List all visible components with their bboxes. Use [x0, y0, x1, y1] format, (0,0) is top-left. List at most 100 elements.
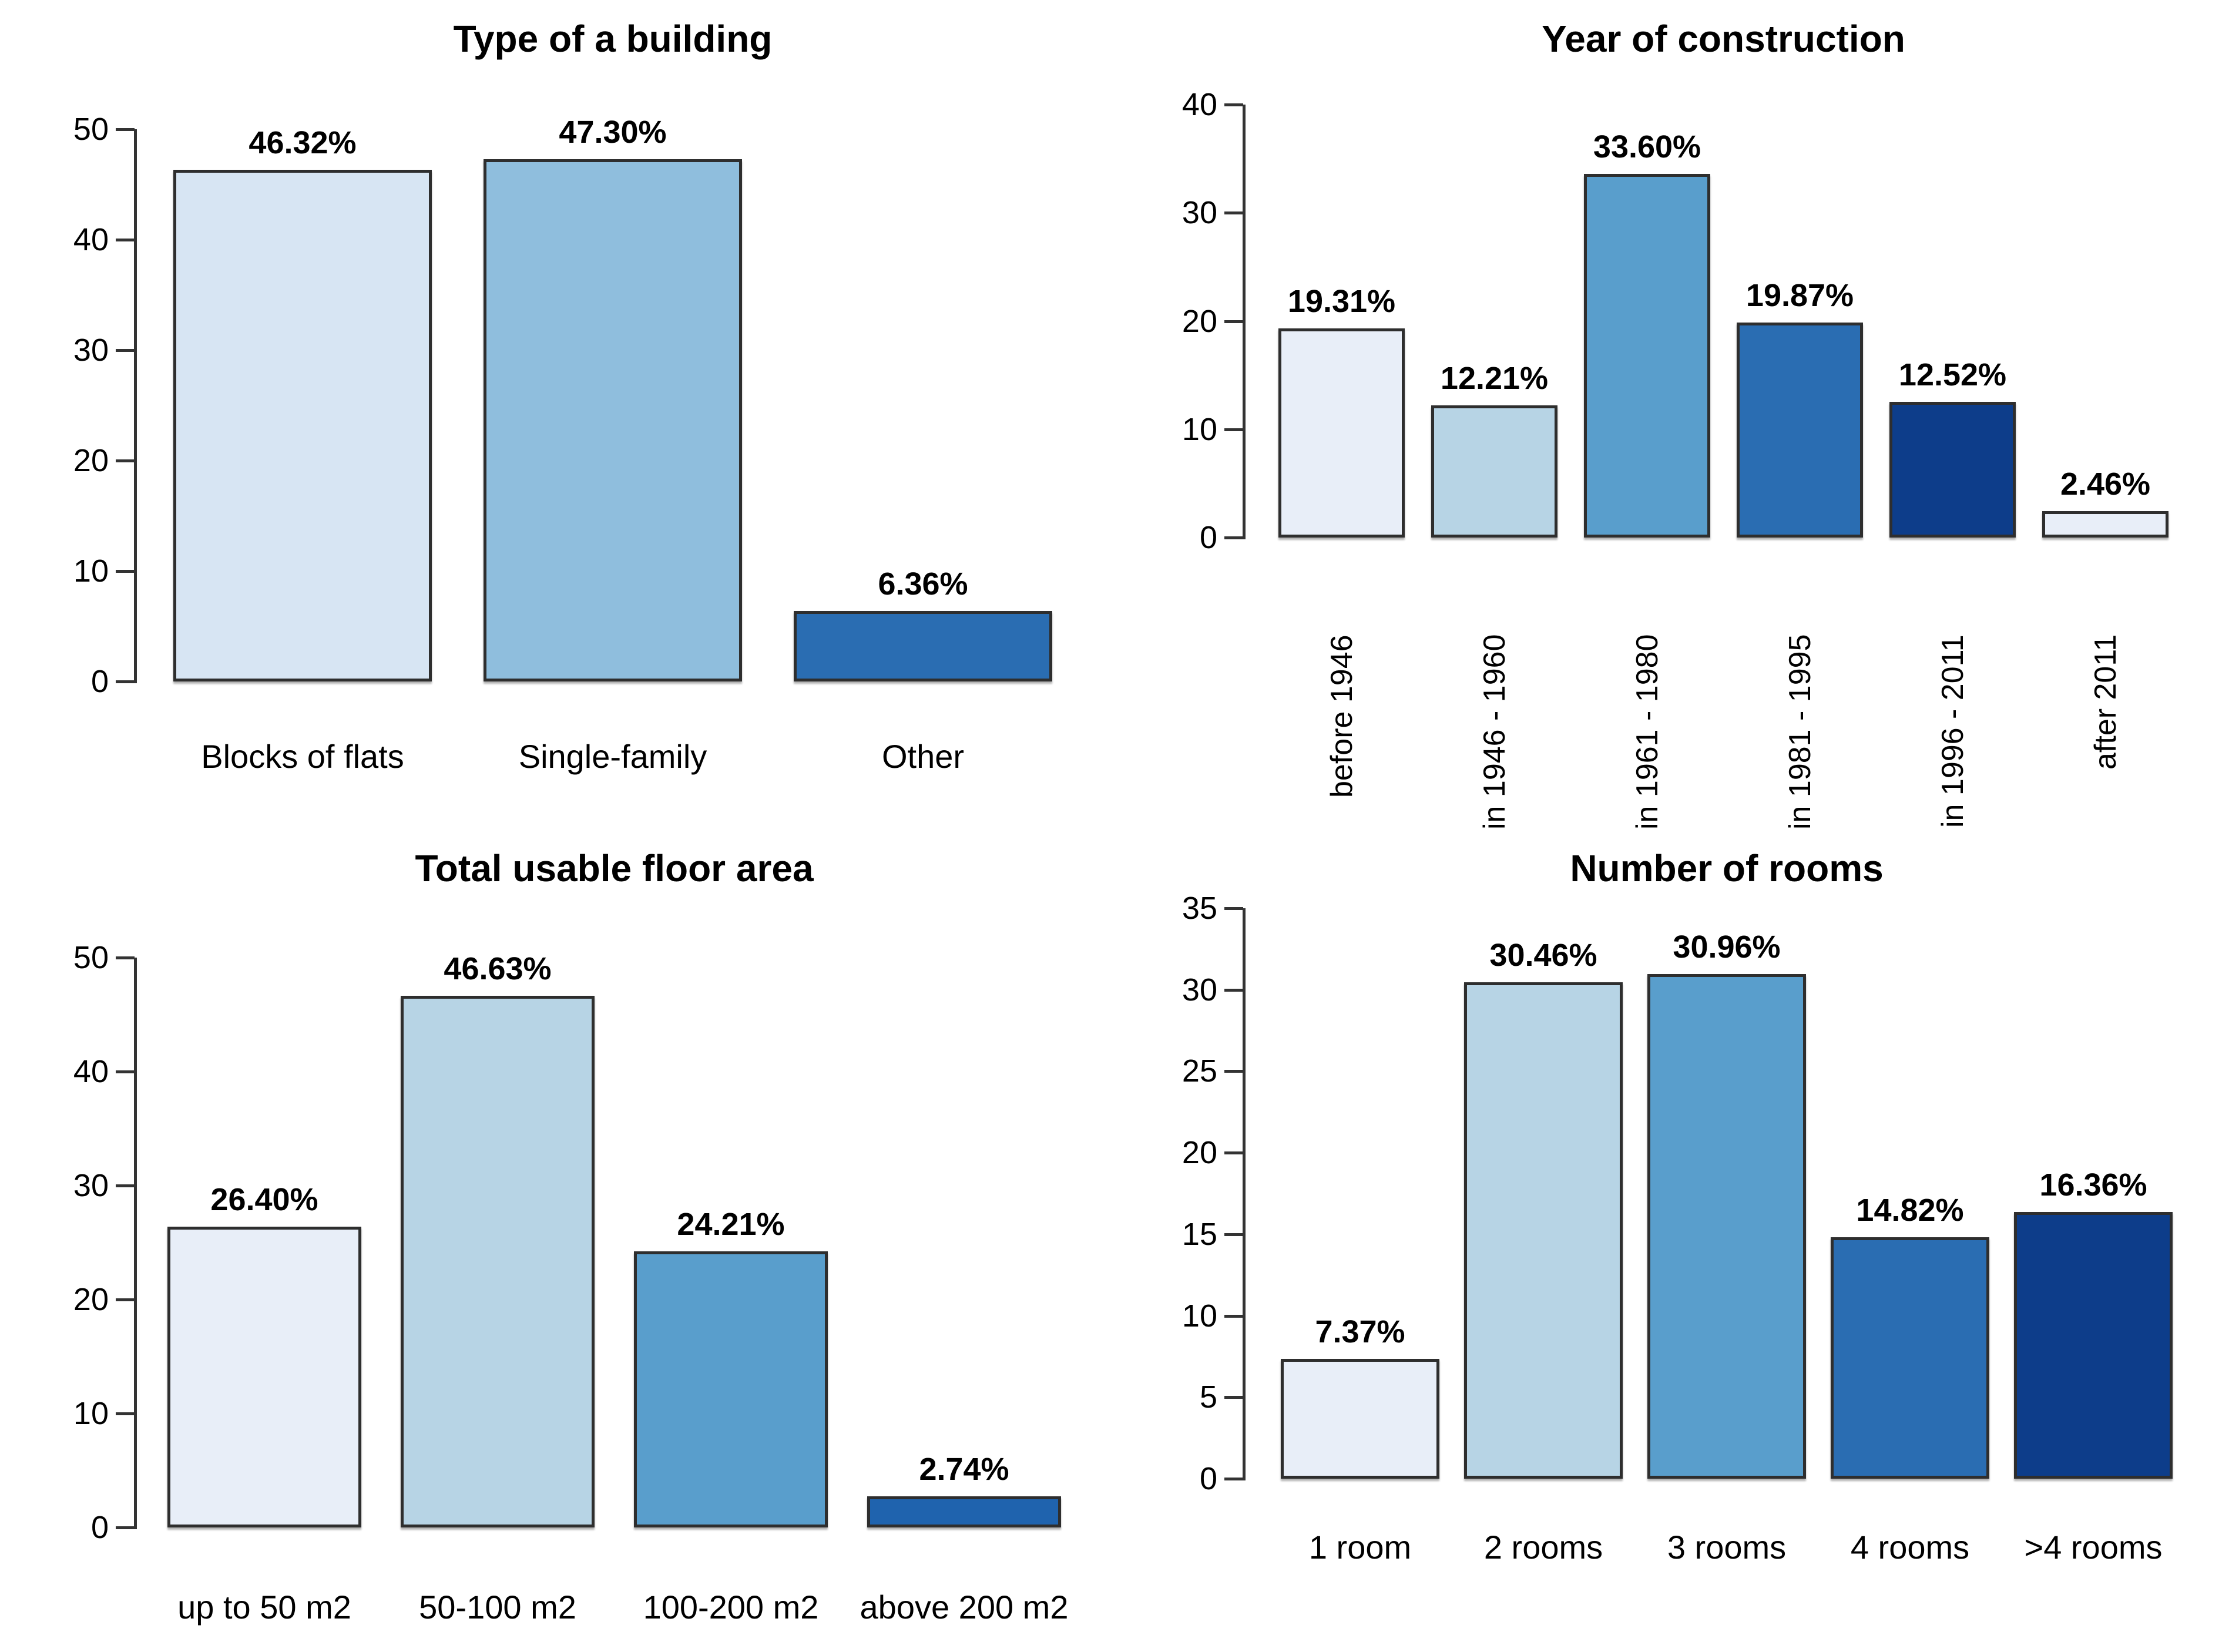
y-axis-tick-label: 0 [1199, 520, 1217, 555]
x-axis-label: Other [881, 738, 965, 775]
x-axis-label: in 1996 - 2011 [1935, 634, 1970, 828]
bar-value-label: 46.32% [249, 125, 357, 161]
x-axis-label: 100-200 m2 [643, 1589, 819, 1626]
y-axis-tick [116, 239, 135, 241]
bar-value-label: 26.40% [210, 1181, 318, 1217]
y-axis-tick [116, 349, 135, 352]
bar [484, 159, 742, 681]
bar-value-label: 7.37% [1315, 1314, 1405, 1349]
y-axis-tick [1224, 536, 1243, 539]
y-axis-tick-label: 0 [1199, 1461, 1217, 1496]
bar-value-label: 24.21% [677, 1207, 785, 1243]
x-axis-label: after 2011 [2088, 634, 2123, 770]
y-axis-tick-label: 30 [73, 1168, 109, 1203]
chart-title: Total usable floor area [415, 847, 814, 889]
y-axis-tick [116, 956, 135, 959]
x-axis-label: 50-100 m2 [419, 1589, 576, 1626]
bar-value-label: 47.30% [559, 114, 667, 150]
y-axis-tick [116, 1526, 135, 1529]
bar [401, 996, 595, 1527]
y-axis-tick [116, 570, 135, 573]
y-axis-tick-label: 0 [90, 1510, 109, 1545]
x-axis-label: in 1946 - 1960 [1477, 634, 1512, 830]
bar-value-label: 2.74% [919, 1451, 1009, 1487]
x-axis-label: Blocks of flats [201, 738, 404, 775]
y-axis-tick-label: 30 [73, 333, 109, 368]
y-axis-line [1243, 908, 1246, 1480]
bar-value-label: 19.87% [1745, 277, 1854, 313]
y-axis-tick-label: 10 [1181, 1298, 1217, 1334]
bar [1278, 328, 1405, 538]
bar [794, 611, 1052, 681]
y-axis-tick [116, 1184, 135, 1187]
y-axis-tick-label: 5 [1199, 1379, 1217, 1415]
y-axis-tick-label: 50 [73, 940, 109, 975]
bar-value-label: 30.96% [1673, 929, 1781, 965]
bar [2014, 1212, 2173, 1479]
bar-value-label: 14.82% [1856, 1192, 1964, 1228]
y-axis-tick-label: 40 [1181, 87, 1217, 122]
bar-value-label: 6.36% [878, 566, 968, 602]
bar-value-label: 46.63% [444, 951, 552, 987]
y-axis-tick [116, 459, 135, 462]
bar [173, 170, 432, 681]
bar [2042, 511, 2168, 538]
y-axis-tick [1224, 1151, 1243, 1155]
bar-value-label: 12.21% [1440, 361, 1549, 397]
bar [167, 1226, 361, 1527]
bar [1889, 402, 2016, 538]
y-axis-tick-label: 40 [73, 1054, 109, 1089]
bar [1281, 1358, 1439, 1479]
bar-value-label: 16.36% [2039, 1167, 2147, 1203]
y-axis-tick-label: 20 [73, 443, 109, 478]
y-axis-tick-label: 30 [1181, 195, 1217, 231]
y-axis-tick-label: 40 [73, 222, 109, 257]
x-axis-label: up to 50 m2 [177, 1589, 351, 1626]
bar [1647, 974, 1806, 1479]
y-axis-tick [116, 128, 135, 131]
x-axis-label: before 1946 [1324, 634, 1359, 798]
y-axis-tick [116, 1412, 135, 1415]
y-axis-tick-label: 0 [90, 664, 109, 699]
bar [1737, 322, 1863, 538]
y-axis-tick [1224, 428, 1243, 431]
y-axis-tick-label: 10 [73, 553, 109, 589]
y-axis-tick-label: 50 [73, 112, 109, 147]
y-axis-tick-label: 20 [1181, 303, 1217, 339]
y-axis-tick [1224, 1478, 1243, 1480]
x-axis-label: 4 rooms [1850, 1529, 1970, 1566]
x-axis-label: 1 room [1308, 1529, 1412, 1566]
y-axis-tick [1224, 1233, 1243, 1236]
y-axis-tick-label: 25 [1181, 1053, 1217, 1089]
y-axis-line [134, 958, 137, 1529]
bar [867, 1496, 1061, 1527]
bar-value-label: 33.60% [1593, 129, 1701, 164]
y-axis-tick [1224, 1070, 1243, 1073]
x-axis-label: 3 rooms [1667, 1529, 1787, 1566]
x-axis-label: in 1961 - 1980 [1630, 634, 1664, 830]
x-axis-label: above 200 m2 [860, 1589, 1069, 1626]
y-axis-tick [116, 1298, 135, 1301]
bar-value-label: 12.52% [1898, 357, 2007, 393]
x-axis-label: in 1981 - 1995 [1783, 634, 1817, 830]
y-axis-tick-label: 20 [73, 1282, 109, 1317]
y-axis-tick [116, 1070, 135, 1073]
x-axis-label: 2 rooms [1483, 1529, 1603, 1566]
y-axis-tick [116, 680, 135, 683]
y-axis-tick-label: 30 [1181, 972, 1217, 1008]
chart-title: Year of construction [1542, 18, 1905, 60]
y-axis-tick [1224, 320, 1243, 323]
y-axis-tick [1224, 1396, 1243, 1399]
chart-title: Type of a building [453, 18, 773, 60]
x-axis-label: Single-family [518, 738, 707, 775]
bar-value-label: 19.31% [1287, 284, 1396, 320]
y-axis-tick [1224, 988, 1243, 992]
y-axis-line [134, 129, 137, 683]
bar [1831, 1237, 1989, 1479]
y-axis-tick [1224, 211, 1243, 215]
y-axis-tick-label: 20 [1181, 1135, 1217, 1171]
bar-value-label: 2.46% [2060, 466, 2151, 502]
y-axis-tick-label: 10 [1181, 411, 1217, 447]
chart-title: Number of rooms [1570, 847, 1884, 889]
bar [1431, 405, 1557, 538]
